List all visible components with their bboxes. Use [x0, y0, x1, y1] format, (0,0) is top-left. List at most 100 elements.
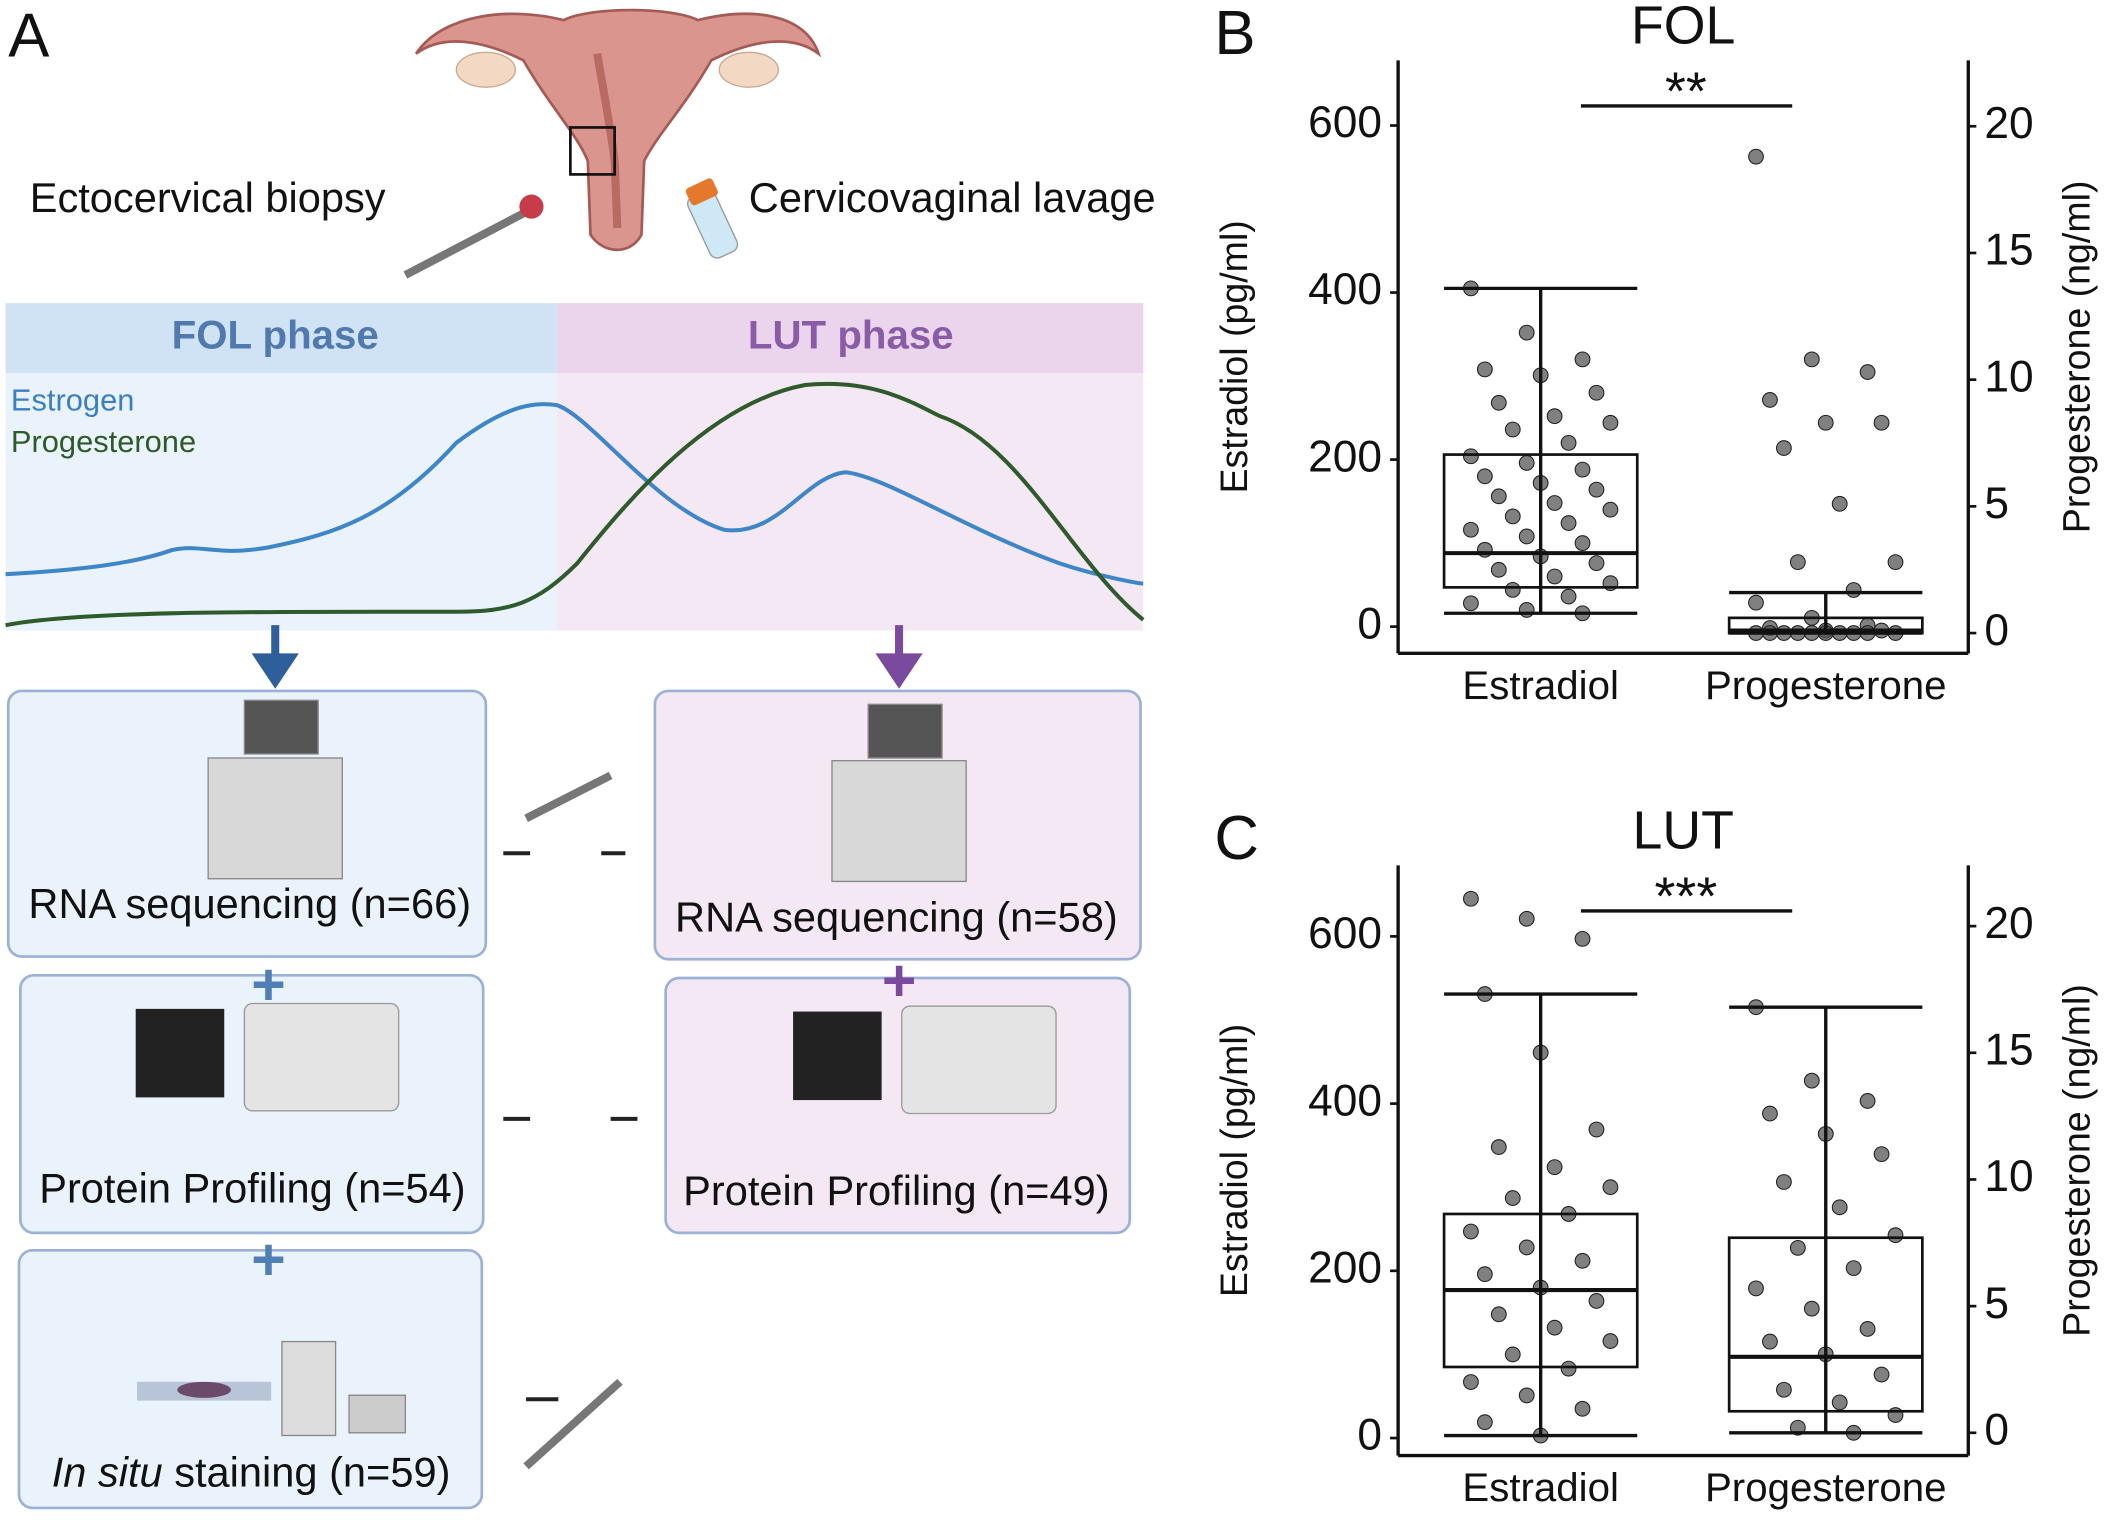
data-point	[1518, 910, 1535, 927]
data-point	[1546, 408, 1563, 425]
data-point	[1574, 1252, 1591, 1269]
data-point	[1560, 1360, 1577, 1377]
data-point	[1504, 1346, 1521, 1363]
y2-tick-label: 10	[1984, 352, 2033, 401]
side-arrows	[503, 771, 638, 1470]
data-point	[1490, 394, 1507, 411]
data-point	[1775, 1174, 1792, 1190]
data-point	[1476, 468, 1493, 485]
data-point	[1887, 1227, 1904, 1244]
data-point	[1859, 1321, 1876, 1337]
forceps-icon	[403, 194, 544, 279]
data-point	[1504, 421, 1521, 438]
data-point	[1546, 568, 1563, 585]
data-point	[1859, 364, 1876, 380]
data-point	[1490, 1306, 1507, 1323]
y-tick-label: 600	[1308, 909, 1382, 958]
plus-sign: +	[251, 951, 285, 1017]
data-point	[1490, 561, 1507, 578]
data-point	[1476, 1414, 1493, 1431]
data-point	[1546, 1319, 1563, 1336]
data-point	[1518, 324, 1535, 341]
significance-label: **	[1665, 61, 1707, 121]
data-point	[1462, 448, 1479, 465]
data-point	[1462, 595, 1479, 612]
y2-tick-label: 20	[1984, 99, 2033, 148]
y-tick-label: 200	[1308, 1244, 1382, 1293]
chart-title: LUT	[1633, 801, 1734, 861]
data-point	[1859, 1093, 1876, 1109]
data-point	[1845, 1260, 1862, 1277]
y-tick-label: 200	[1308, 432, 1382, 481]
data-point	[1490, 488, 1507, 505]
y-tick-label: 0	[1357, 1411, 1382, 1460]
assay-label: Protein Profiling (n=49)	[683, 1167, 1109, 1214]
fol-phase-label: FOL phase	[172, 313, 379, 358]
data-point	[1504, 581, 1521, 598]
data-point	[1546, 1159, 1563, 1176]
microscope-icon	[137, 1340, 407, 1437]
significance-label: ***	[1655, 866, 1718, 926]
data-point	[1748, 148, 1764, 165]
fol-arrow	[251, 625, 299, 689]
data-point	[1588, 1121, 1605, 1138]
y-tick-label: 400	[1308, 265, 1382, 314]
data-point	[1775, 440, 1792, 456]
data-point	[1748, 1280, 1764, 1297]
estrogen-label: Estrogen	[11, 383, 134, 418]
data-point	[1831, 1394, 1848, 1411]
lut-header	[556, 303, 1144, 373]
x-tick-label: Estradiol	[1462, 663, 1619, 708]
data-point	[1518, 1387, 1535, 1404]
box	[1727, 616, 1924, 635]
data-point	[1803, 351, 1820, 368]
y2-axis-label: Progesterone (ng/ml)	[2056, 984, 2098, 1337]
assay-label: RNA sequencing (n=58)	[675, 893, 1118, 940]
data-point	[1602, 501, 1619, 518]
data-point	[1476, 1266, 1493, 1283]
data-point	[1789, 1239, 1806, 1256]
uterus-illustration	[414, 8, 822, 252]
data-point	[1887, 554, 1904, 571]
assay-label: RNA sequencing (n=66)	[28, 880, 471, 927]
y-axis-label: Estradiol (pg/ml)	[1213, 1024, 1255, 1297]
data-point	[1873, 1366, 1890, 1383]
data-point	[1462, 1374, 1479, 1390]
y-axis-label: Estradiol (pg/ml)	[1213, 220, 1255, 493]
data-point	[1831, 1199, 1848, 1216]
progesterone-label: Progesterone	[11, 424, 196, 459]
y2-tick-label: 10	[1984, 1152, 2033, 1201]
data-point	[1817, 414, 1834, 431]
estrogen-curve	[5, 402, 1144, 586]
data-point	[1518, 602, 1535, 618]
assay-italic: In situ	[52, 1449, 163, 1496]
plus-sign: +	[882, 947, 916, 1013]
assay-label: In situ staining (n=59)	[52, 1449, 451, 1496]
data-point	[1476, 361, 1493, 378]
plus-sign: +	[251, 1226, 285, 1292]
data-point	[1574, 1400, 1591, 1417]
y2-axis-label: Progesterone (ng/ml)	[2056, 181, 2098, 534]
y2-tick-label: 5	[1984, 479, 2009, 528]
data-point	[1762, 1105, 1778, 1122]
y2-tick-label: 15	[1984, 1025, 2033, 1074]
data-point	[1574, 351, 1591, 368]
y-tick-label: 600	[1308, 98, 1382, 147]
data-point	[1602, 1333, 1619, 1349]
data-point	[1462, 521, 1479, 538]
y2-tick-label: 20	[1984, 899, 2033, 948]
lut-phase-label: LUT phase	[748, 313, 954, 358]
data-point	[1574, 461, 1591, 478]
sequencer-icons	[207, 699, 967, 883]
data-point	[1873, 1146, 1890, 1163]
x-tick-label: Progesterone	[1705, 663, 1947, 708]
data-point	[1602, 414, 1619, 431]
data-point	[1560, 434, 1577, 451]
data-point	[1845, 582, 1862, 598]
x-tick-label: Progesterone	[1705, 1465, 1947, 1510]
data-point	[1789, 554, 1806, 571]
data-point	[1588, 481, 1605, 498]
data-point	[1762, 392, 1778, 408]
data-point	[1518, 1239, 1535, 1256]
